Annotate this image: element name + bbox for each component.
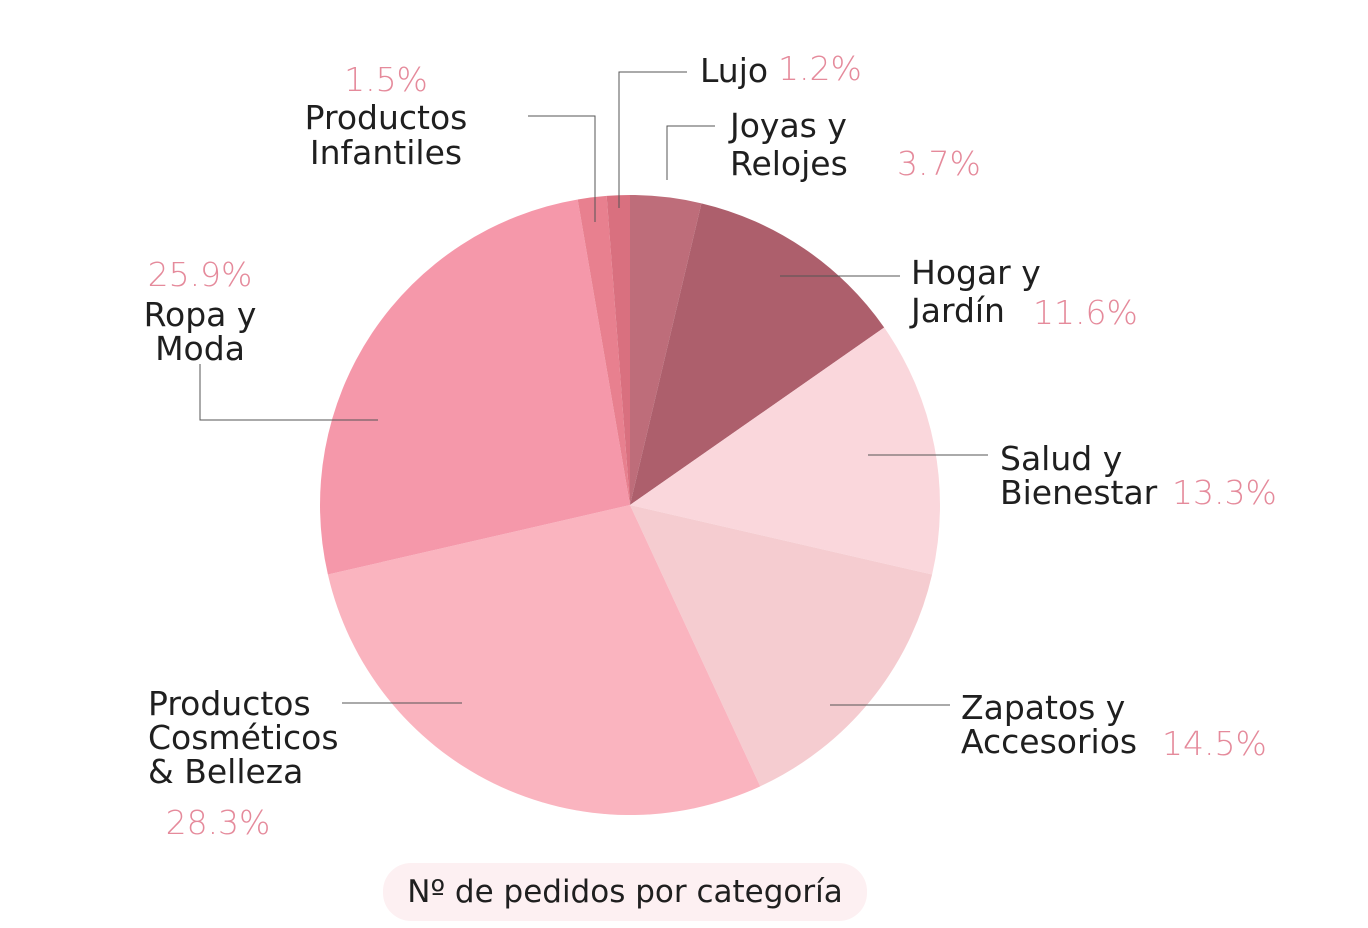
slice-label: Salud y Bienestar [1000, 439, 1158, 512]
slice-label-line: Cosméticos [148, 718, 339, 757]
leader-line [618, 71, 687, 208]
slice-label: Lujo [700, 51, 768, 90]
pie-slice [320, 199, 630, 575]
slice-label-line: Moda [155, 329, 245, 368]
slice-label: Ropa y Moda [144, 295, 257, 368]
slice-label-line: Productos [148, 684, 311, 723]
slice-label-line: & Belleza [148, 752, 303, 791]
slice-percent-label: 1.2% [778, 49, 862, 88]
leader-line [199, 364, 378, 421]
pie-slice [577, 195, 630, 505]
slice-label: Joyas y Relojes [728, 106, 848, 183]
slice-percent-label: 1.5% [344, 60, 428, 99]
slice-label-line: Infantiles [310, 133, 462, 172]
slice-label-line: Hogar y [911, 253, 1041, 292]
slice-label-line: Bienestar [1000, 473, 1158, 512]
slice-percent-label: 11.6% [1033, 293, 1138, 332]
slice-label-line: Lujo [700, 51, 768, 90]
chart-caption: Nº de pedidos por categoría [383, 863, 867, 921]
slice-percent-label: 13.3% [1172, 473, 1277, 512]
pie-slice [606, 194, 630, 505]
slice-label-line: Accesorios [961, 722, 1137, 761]
slice-label: Productos Infantiles [305, 98, 468, 172]
slice-percent-label: 28.3% [166, 803, 271, 842]
leader-line [528, 115, 596, 222]
slice-label-line: Ropa y [144, 295, 257, 334]
slice-labels: Joyas y Relojes 3.7%Hogar y Jardín 11.6%Salu… [144, 49, 1277, 842]
pie-slice [630, 203, 885, 505]
slice-label-line: Zapatos y [961, 688, 1125, 727]
slice-label-line: Jardín [909, 291, 1005, 330]
pie-slice [630, 327, 940, 575]
caption-text: Nº de pedidos por categoría [407, 874, 843, 910]
slice-label-line: Relojes [730, 144, 848, 183]
slice-label-line: Salud y [1000, 439, 1122, 478]
slice-label: Productos Cosméticos & Belleza [148, 684, 339, 791]
slice-label: Zapatos y Accesorios [961, 688, 1137, 761]
slice-label: Hogar y Jardín [909, 253, 1041, 330]
leader-lines [199, 71, 988, 706]
pie-slice [630, 505, 933, 787]
leader-line [666, 125, 715, 180]
pie-slice [630, 195, 702, 505]
pie-slice [327, 505, 761, 815]
slice-percent-label: 25.9% [148, 255, 253, 294]
slice-label-line: Productos [305, 98, 468, 137]
pie-slices [320, 194, 940, 815]
slice-percent-label: 14.5% [1162, 724, 1267, 763]
slice-label-line: Joyas y [728, 106, 847, 145]
slice-percent-label: 3.7% [897, 144, 981, 183]
